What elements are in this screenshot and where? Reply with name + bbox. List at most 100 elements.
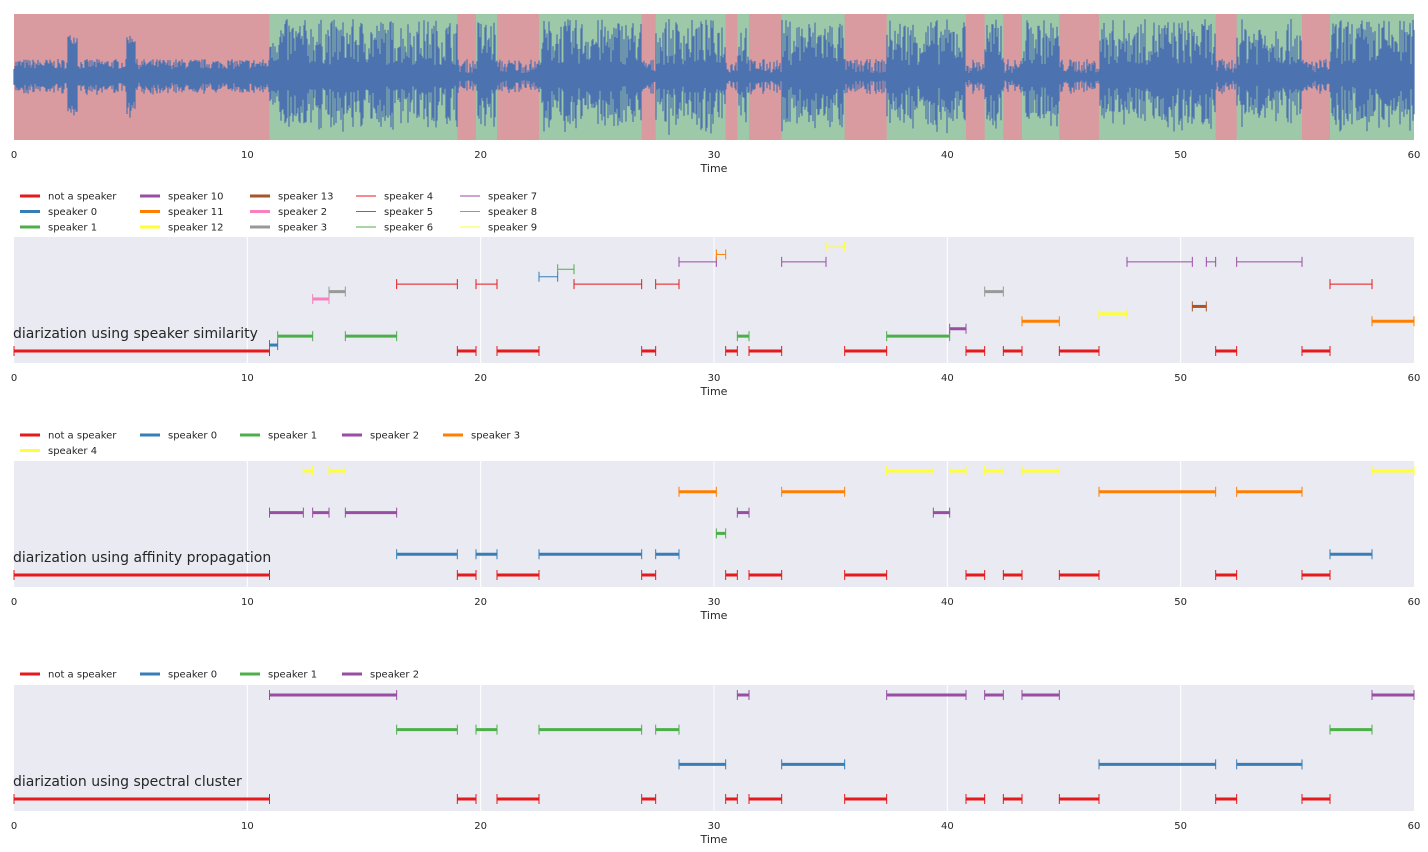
legend-label: speaker 0: [168, 670, 217, 681]
waveform-trace: [13, 19, 1415, 135]
legend-entry: speaker 2: [250, 207, 327, 218]
segment-speaker-4: [1329, 279, 1373, 290]
segment-speaker-0: [269, 340, 279, 351]
segment-not-a-speaker: [1002, 570, 1023, 580]
x-tick-label: 0: [11, 597, 17, 608]
segment-speaker-0: [655, 549, 680, 560]
legend-label: speaker 2: [370, 431, 419, 442]
segment-speaker-2: [1371, 690, 1415, 700]
x-tick-label: 20: [474, 150, 487, 161]
legend-label: speaker 11: [168, 207, 223, 218]
segment-speaker-2: [1021, 690, 1060, 700]
segment-speaker-2: [736, 690, 750, 700]
segment-not-a-speaker: [1002, 346, 1023, 356]
legend-entry: speaker 4: [20, 446, 97, 457]
segment-speaker-12: [1098, 308, 1128, 319]
segment-speaker-1: [1329, 724, 1373, 735]
legend-entry: speaker 13: [250, 192, 333, 203]
segment-speaker-9: [825, 242, 846, 252]
segment-speaker-0: [1098, 759, 1217, 770]
segment-speaker-7: [1205, 256, 1217, 267]
segment-not-a-speaker: [1002, 794, 1023, 804]
x-tick-label: 50: [1174, 150, 1187, 161]
segment-speaker-10: [949, 323, 967, 334]
segment-not-a-speaker: [641, 794, 657, 804]
legend-entry: speaker 1: [240, 670, 317, 681]
segment-not-a-speaker: [496, 346, 540, 356]
x-tick-label: 30: [708, 821, 721, 832]
waveform-panel: [13, 14, 1415, 140]
legend-label: not a speaker: [48, 192, 117, 203]
segment-not-a-speaker: [641, 570, 657, 580]
segment-speaker-4: [984, 466, 1004, 476]
segment-speaker-4: [886, 466, 934, 476]
segment-not-a-speaker: [456, 794, 477, 804]
segment-speaker-2: [344, 507, 398, 518]
legend-label: speaker 2: [278, 207, 327, 218]
x-tick-label: 0: [11, 373, 17, 384]
legend-entry: speaker 3: [250, 223, 327, 234]
segment-speaker-0: [781, 759, 846, 770]
segment-speaker-3: [781, 486, 846, 497]
legend-entry: speaker 9: [460, 223, 537, 234]
x-tick-label: 50: [1174, 597, 1187, 608]
segment-not-a-speaker: [844, 570, 888, 580]
x-tick-label: 40: [941, 597, 954, 608]
legend-entry: speaker 1: [20, 223, 97, 234]
x-axis-label: Time: [700, 833, 728, 846]
legend-label: speaker 3: [278, 223, 327, 234]
segment-not-a-speaker: [965, 570, 986, 580]
segment-not-a-speaker: [844, 346, 888, 356]
legend-label: speaker 1: [268, 431, 317, 442]
legend-label: speaker 1: [48, 223, 97, 234]
segment-speaker-0: [538, 549, 643, 560]
x-tick-label: 0: [11, 150, 17, 161]
legend-label: speaker 9: [488, 223, 537, 234]
timeline-panel: [13, 237, 1415, 363]
segment-not-a-speaker: [456, 570, 477, 580]
segment-not-a-speaker: [1215, 570, 1238, 580]
segment-not-a-speaker: [1215, 794, 1238, 804]
legend-entry: speaker 6: [356, 223, 433, 234]
segment-speaker-11: [1371, 316, 1415, 327]
segment-not-a-speaker: [13, 794, 270, 804]
segment-speaker-3: [678, 486, 717, 497]
segment-not-a-speaker: [1301, 346, 1331, 356]
segment-not-a-speaker: [844, 794, 888, 804]
segment-not-a-speaker: [496, 794, 540, 804]
segment-speaker-1: [715, 528, 727, 539]
legend-label: speaker 6: [384, 223, 433, 234]
legend-entry: speaker 5: [356, 207, 433, 218]
x-tick-label: 10: [241, 373, 254, 384]
x-tick-label: 30: [708, 597, 721, 608]
x-tick-label: 10: [241, 821, 254, 832]
segment-not-a-speaker: [1058, 570, 1100, 580]
legend-label: speaker 2: [370, 670, 419, 681]
segment-not-a-speaker: [748, 570, 783, 580]
segment-speaker-13: [1191, 301, 1207, 312]
segment-speaker-4: [475, 279, 498, 290]
legend-entry: speaker 0: [140, 670, 217, 681]
legend-label: speaker 4: [384, 192, 433, 203]
segment-speaker-7: [1236, 256, 1303, 267]
legend-entry: speaker 3: [443, 431, 520, 442]
segment-speaker-0: [678, 759, 727, 770]
x-tick-label: 50: [1174, 821, 1187, 832]
segment-not-a-speaker: [641, 346, 657, 356]
segment-speaker-1: [655, 724, 680, 735]
legend-entry: speaker 10: [140, 192, 223, 203]
legend-label: speaker 12: [168, 223, 223, 234]
x-tick-label: 10: [241, 597, 254, 608]
x-tick-label: 30: [708, 373, 721, 384]
segment-not-a-speaker: [965, 794, 986, 804]
segment-speaker-11: [1021, 316, 1060, 327]
segment-not-a-speaker: [456, 346, 477, 356]
segment-speaker-2: [269, 507, 304, 518]
segment-speaker-7: [1126, 256, 1193, 267]
x-tick-label: 0: [11, 821, 17, 832]
x-tick-label: 40: [941, 150, 954, 161]
segment-not-a-speaker: [1058, 346, 1100, 356]
segment-not-a-speaker: [1301, 794, 1331, 804]
legend-label: speaker 5: [384, 207, 433, 218]
